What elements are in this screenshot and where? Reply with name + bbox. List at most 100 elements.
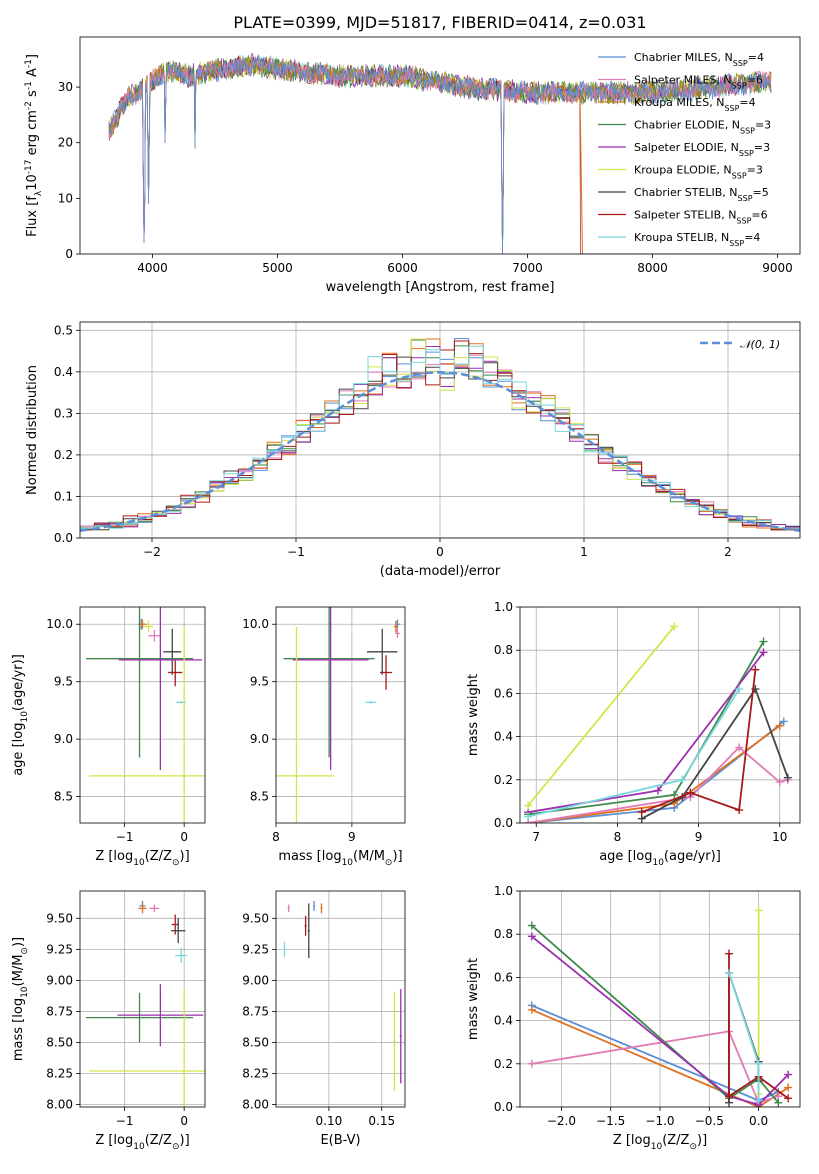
mass-weight-line [531, 1030, 779, 1104]
mass-weight-marker [527, 1005, 536, 1014]
y-tick-label: 10 [58, 191, 73, 205]
mass-weight-marker [784, 1094, 793, 1103]
y-axis-label: age [log10(age/yr)] [11, 654, 30, 776]
mass-weight-marker [725, 969, 734, 978]
mass-weight-line [641, 669, 757, 814]
errorbar-point [85, 607, 194, 758]
y-tick-label: 0.0 [54, 531, 73, 545]
y-tick-label: 1.0 [494, 884, 513, 898]
y-tick-label: 8.00 [242, 1098, 269, 1112]
y-tick-label: 0.0 [494, 816, 513, 830]
y-tick-label: 8.25 [46, 1066, 73, 1080]
errorbar-point [171, 918, 186, 944]
axes-frame [519, 606, 801, 824]
errorbar-point [393, 991, 396, 1091]
x-tick-label: 0.10 [316, 1114, 343, 1128]
y-tick-label: 8.25 [242, 1066, 269, 1080]
errorbar-point [307, 903, 310, 959]
mass-weight-marker [783, 773, 792, 782]
spectrum-legend: Chabrier MILES, NSSP=4 Salpeter MILES, NS… [598, 51, 771, 248]
mass-weight-marker [653, 786, 662, 795]
x-tick-label: 4000 [137, 261, 168, 275]
x-axis-label: Z [log10(Z/Z⊙)] [95, 849, 189, 868]
spectrum-drop-line [579, 92, 583, 254]
mass-weight-marker [524, 801, 533, 810]
axes-mass_vs_Z: −1 0 8.00 8.25 8.50 8.75 9.00 9.25 9.50 Z [log10(… [11, 890, 206, 1152]
y-axis-label: mass weight [466, 958, 481, 1040]
legend-entry: Chabrier STELIB, NSSP=5 [634, 186, 769, 203]
mass-weight-marker [725, 1092, 734, 1101]
x-tick-label: −0.5 [695, 1114, 724, 1128]
mass-weight-marker [754, 1059, 763, 1068]
y-tick-label: 0.4 [494, 730, 513, 744]
y-tick-label: 30 [58, 80, 73, 94]
x-tick-label: 0.0 [749, 1114, 768, 1128]
legend-entry: Salpeter ELODIE, NSSP=3 [634, 141, 770, 158]
axes-frame [79, 606, 206, 824]
y-tick-label: 8.50 [242, 1035, 269, 1049]
normal-curve [80, 371, 800, 532]
mass-weight-line [527, 625, 675, 807]
y-tick-label: 20 [58, 136, 73, 150]
y-tick-label: 9.50 [46, 911, 73, 925]
legend-entry: Kroupa ELODIE, NSSP=3 [634, 164, 763, 181]
mass-weight-marker [735, 685, 744, 694]
mass-weight-marker [524, 812, 533, 821]
y-tick-label: 0.6 [494, 970, 513, 984]
y-tick-label: 8.75 [46, 1004, 73, 1018]
x-tick-label: 10 [772, 830, 787, 844]
mass-weight-marker [779, 717, 788, 726]
x-axis-label: Z [log10(Z/Z⊙)] [95, 1133, 189, 1152]
axes-spectrum: 4000 5000 6000 7000 8000 9000 0 10 20 30 wavelengt… [24, 36, 801, 295]
x-tick-label: 9 [695, 830, 703, 844]
x-axis-label: age [log10(age/yr)] [599, 849, 721, 868]
axes-frame [79, 321, 801, 539]
x-tick-label: −1.5 [596, 1114, 625, 1128]
x-tick-label: −1 [116, 1114, 134, 1128]
plot-area [276, 607, 405, 823]
x-axis-label: Z [log10(Z/Z⊙)] [613, 1133, 707, 1152]
x-tick-label: 9 [348, 830, 356, 844]
errorbar-point [313, 900, 316, 911]
x-axis-label: (data-model)/error [380, 564, 501, 579]
axes-age_vs_Z: −1 0 8.5 9.0 9.5 10.0 Z [log10(Z/Z⊙)] age [log1… [11, 606, 206, 868]
y-tick-label: 1.0 [494, 600, 513, 614]
mass-weight-marker [725, 949, 734, 958]
mass-weight-marker [759, 637, 768, 646]
x-tick-label: 2 [724, 545, 732, 559]
errorbar-point [168, 658, 183, 687]
errorbar-point [149, 904, 160, 913]
mass-weight-marker [784, 1070, 793, 1079]
plot-area [80, 322, 800, 538]
legend-entry: Salpeter STELIB, NSSP=6 [634, 209, 768, 226]
errorbar-point [148, 629, 161, 642]
x-tick-label: 0 [180, 830, 188, 844]
x-tick-label: −1.0 [645, 1114, 674, 1128]
axes-frame [79, 890, 206, 1108]
y-tick-label: 0.2 [494, 1057, 513, 1071]
y-tick-label: 9.0 [250, 732, 269, 746]
errorbar-point [118, 607, 203, 771]
y-tick-label: 0.1 [54, 489, 73, 503]
y-tick-label: 0.4 [54, 365, 73, 379]
mass-weight-marker [775, 721, 784, 730]
histogram-series [80, 339, 800, 531]
y-tick-label: 0.0 [494, 1100, 513, 1114]
x-tick-label: 0 [436, 545, 444, 559]
x-tick-label: 5000 [262, 261, 293, 275]
x-tick-label: 6000 [387, 261, 418, 275]
axes-mass_vs_EBV: 0.10 0.15 8.00 8.25 8.50 8.75 9.00 9.25 9.50 E(B-… [242, 890, 406, 1148]
x-tick-label: 8000 [637, 261, 668, 275]
y-tick-label: 9.5 [250, 675, 269, 689]
x-tick-label: −2 [143, 545, 161, 559]
plot-area [108, 52, 772, 254]
legend-entry: Kroupa MILES, NSSP=4 [634, 96, 756, 113]
legend-entry: Salpeter MILES, NSSP=6 [634, 74, 763, 91]
figure-title: PLATE=0399, MJD=51817, FIBERID=0414, z=0… [233, 13, 646, 32]
legend-entry: Chabrier MILES, NSSP=4 [634, 51, 764, 68]
y-tick-label: 8.75 [242, 1004, 269, 1018]
axes-age_vs_mass: 8 9 8.5 9.0 9.5 10.0 mass [log10(M/M⊙)] [242, 606, 406, 868]
errorbar-point [304, 915, 307, 936]
mass-weight-marker [670, 790, 679, 799]
y-tick-label: 0.2 [494, 773, 513, 787]
